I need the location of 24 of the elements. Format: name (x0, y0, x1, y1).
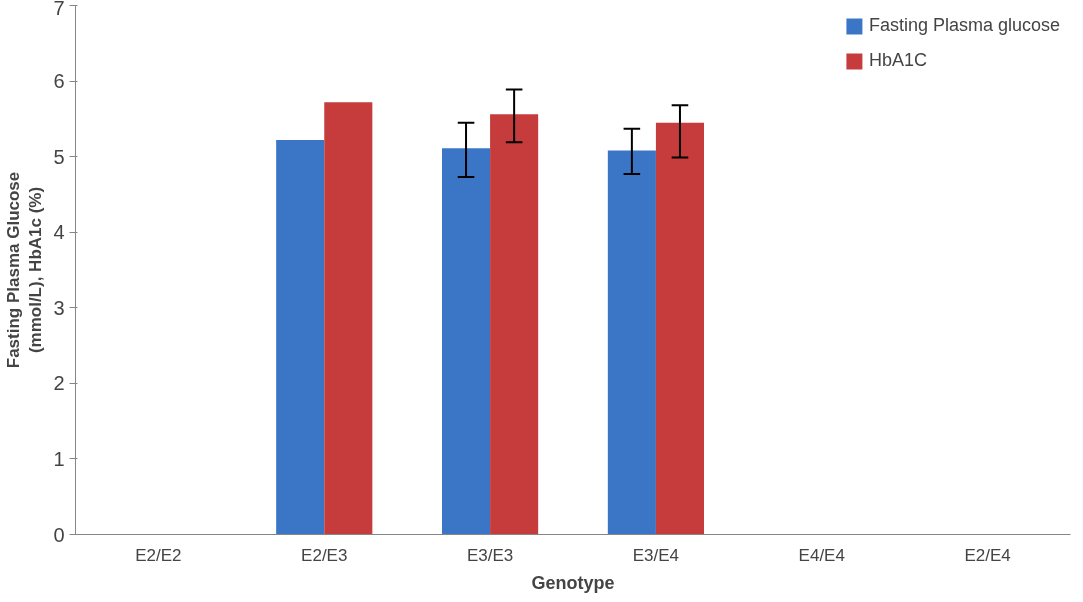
legend-label: Fasting Plasma glucose (868, 15, 1060, 36)
x-axis-title: Genotype (531, 572, 615, 593)
bar (607, 150, 656, 535)
y-tick-label: 7 (53, 0, 65, 19)
bar (655, 122, 705, 535)
y-tick-label: 3 (53, 296, 65, 319)
y-tick-label: 4 (53, 221, 65, 244)
y-tick-label: 1 (53, 447, 65, 470)
x-tick-label: E3/E3 (466, 545, 514, 565)
x-tick-label: E2/E3 (301, 545, 348, 565)
x-tick-label: E2/E2 (135, 545, 182, 565)
y-tick-label: 0 (53, 523, 65, 546)
x-tick-label: E2/E4 (964, 545, 1011, 565)
y-tick-label: 6 (53, 70, 65, 93)
bar (490, 114, 539, 535)
x-tick-label: E4/E4 (798, 545, 845, 565)
bar (324, 102, 373, 535)
legend-label: HbA1C (868, 50, 927, 71)
y-tick-label: 2 (53, 372, 65, 395)
y-tick-label: 5 (53, 145, 65, 168)
x-tick-label: E3/E4 (632, 545, 680, 565)
bar (276, 140, 325, 535)
bar (441, 148, 491, 535)
y-axis-title: Fasting Plasma Glucose (mmol/L), HbA1c (%) (3, 171, 46, 369)
